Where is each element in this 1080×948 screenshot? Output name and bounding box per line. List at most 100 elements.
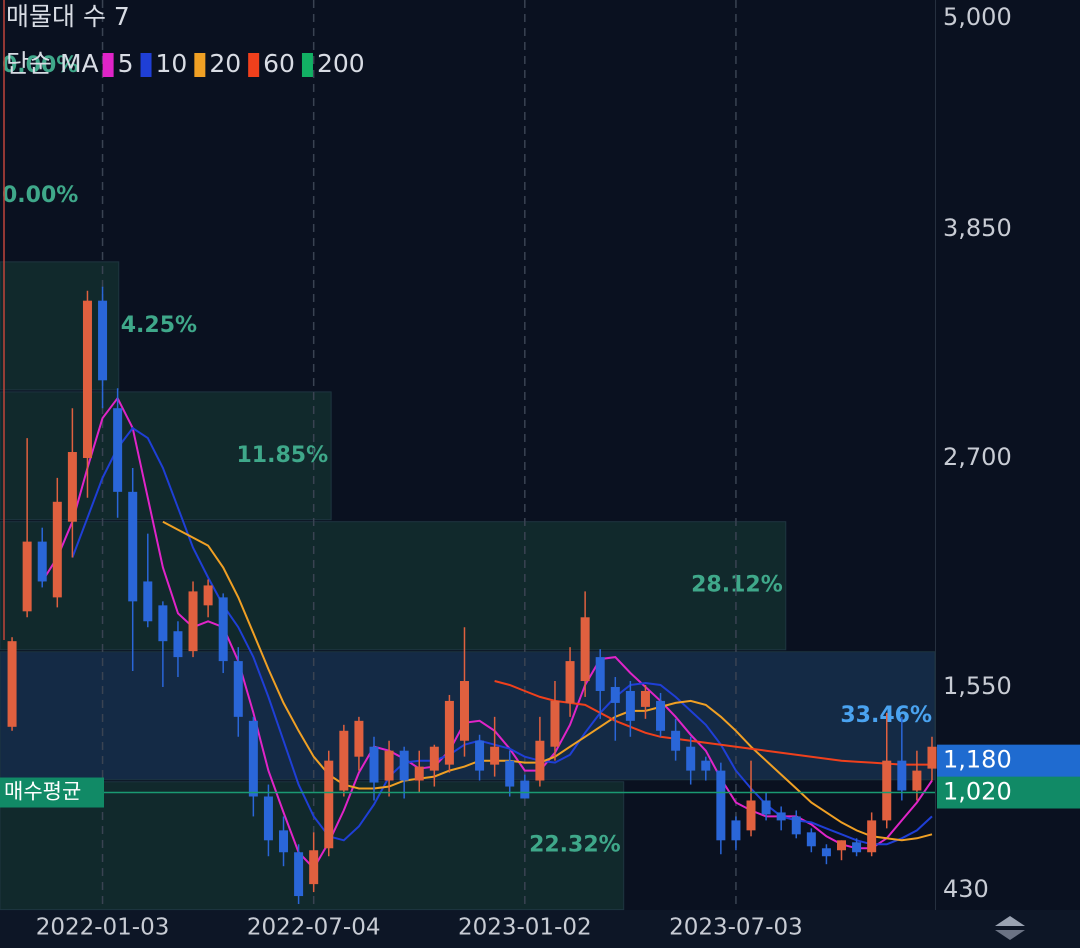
profile-label: 4.25% — [121, 313, 197, 338]
candle-body — [761, 800, 771, 815]
candle-body — [52, 501, 62, 598]
average-price-tag — [937, 776, 1080, 809]
legend-swatch — [102, 53, 114, 77]
candle-body — [113, 408, 123, 492]
grid — [101, 0, 737, 910]
candle-body — [158, 605, 168, 642]
candle-body — [671, 730, 681, 751]
legend-label: 200 — [317, 49, 365, 78]
candle-body — [852, 842, 862, 853]
candle-body — [912, 770, 922, 791]
candle-body — [686, 746, 696, 771]
candle-body — [716, 770, 726, 841]
candle-body — [610, 686, 620, 703]
candle-body — [595, 657, 605, 691]
y-tick-label: 1,550 — [943, 672, 1012, 700]
candle-body — [444, 700, 454, 765]
legend: 단순 MA 5 10 20 60 200 — [6, 49, 365, 78]
candle-body — [505, 760, 515, 787]
candle-body — [128, 491, 138, 602]
candle-body — [294, 852, 304, 897]
candles — [7, 286, 937, 905]
legend-label: 20 — [209, 49, 241, 78]
candle-body — [369, 746, 379, 783]
candle-body — [279, 830, 289, 853]
candle-body — [309, 850, 319, 885]
profile-label: 0.00% — [2, 53, 78, 78]
candle-body — [490, 746, 500, 765]
overlay: 매수평균 1,020 1,180 — [0, 744, 1080, 809]
title: 매물대 수 7 — [6, 2, 130, 31]
legend-title: 단순 MA — [6, 49, 99, 78]
candle-body — [188, 591, 198, 652]
candle-body — [746, 800, 756, 831]
candle-body — [535, 740, 545, 781]
candle-body — [384, 750, 394, 781]
candle-body — [173, 631, 183, 658]
candle-body — [459, 681, 469, 741]
candle-body — [806, 832, 816, 847]
candle-body — [143, 581, 153, 622]
x-tick-label: 2023-01-02 — [458, 915, 592, 941]
candle-body — [218, 597, 228, 662]
candle-body — [520, 780, 530, 799]
candle-body — [248, 720, 258, 797]
candle-body — [565, 661, 575, 703]
profile-label: 28.12% — [691, 573, 783, 598]
candle-body — [324, 760, 334, 849]
current-price-tag — [937, 744, 1080, 777]
candle-body — [656, 700, 666, 731]
legend-swatch — [301, 53, 313, 77]
candle-body — [339, 730, 349, 791]
average-price-badge — [0, 777, 104, 808]
candle-body — [354, 720, 364, 757]
y-tick-label: 5,000 — [943, 3, 1012, 31]
candle-body — [580, 617, 590, 682]
average-price-label: 1,020 — [943, 778, 1012, 806]
candle-body — [37, 541, 47, 582]
candle-body — [821, 848, 831, 857]
x-tick-label: 2023-07-03 — [669, 915, 803, 941]
profile-label: 11.85% — [236, 443, 328, 468]
legend-swatch — [140, 53, 152, 77]
candle-body — [203, 585, 213, 606]
legend-swatch — [248, 53, 260, 77]
profile-band — [0, 391, 332, 521]
candle-body — [22, 541, 32, 612]
candle-body — [98, 300, 108, 381]
x-tick-label: 2022-01-03 — [36, 915, 170, 941]
candle-body — [550, 700, 560, 747]
current-price-label: 1,180 — [943, 746, 1012, 774]
legend-label: 10 — [156, 49, 188, 78]
candle-body — [7, 641, 17, 727]
candle-body — [731, 820, 741, 841]
candle-body — [776, 812, 786, 821]
candle-body — [897, 760, 907, 791]
candle-body — [429, 746, 439, 771]
legend-swatch — [194, 53, 206, 77]
candle-body — [927, 746, 937, 769]
candle-body — [791, 816, 801, 835]
ma-line — [71, 426, 933, 846]
profile-label: 0.00% — [2, 183, 78, 208]
candle-body — [263, 796, 273, 841]
average-price-name: 매수평균 — [4, 780, 81, 804]
candle-body — [867, 820, 877, 853]
scroll-icon[interactable] — [995, 916, 1025, 940]
candle-body — [837, 840, 846, 851]
candle-body — [625, 690, 635, 721]
y-tick-label: 2,700 — [943, 443, 1012, 471]
candle-body — [414, 766, 424, 781]
x-tick-label: 2022-07-04 — [247, 915, 381, 941]
candle-body — [640, 690, 650, 707]
date-axis-bar — [0, 910, 1080, 948]
candle-body — [701, 760, 711, 771]
candle-body — [399, 750, 409, 781]
candle-body — [882, 760, 892, 821]
y-tick-label: 430 — [943, 875, 989, 903]
candle-body — [82, 300, 92, 458]
candle-body — [475, 740, 485, 771]
profile-label: 22.32% — [529, 833, 621, 858]
profile-band — [0, 521, 787, 651]
